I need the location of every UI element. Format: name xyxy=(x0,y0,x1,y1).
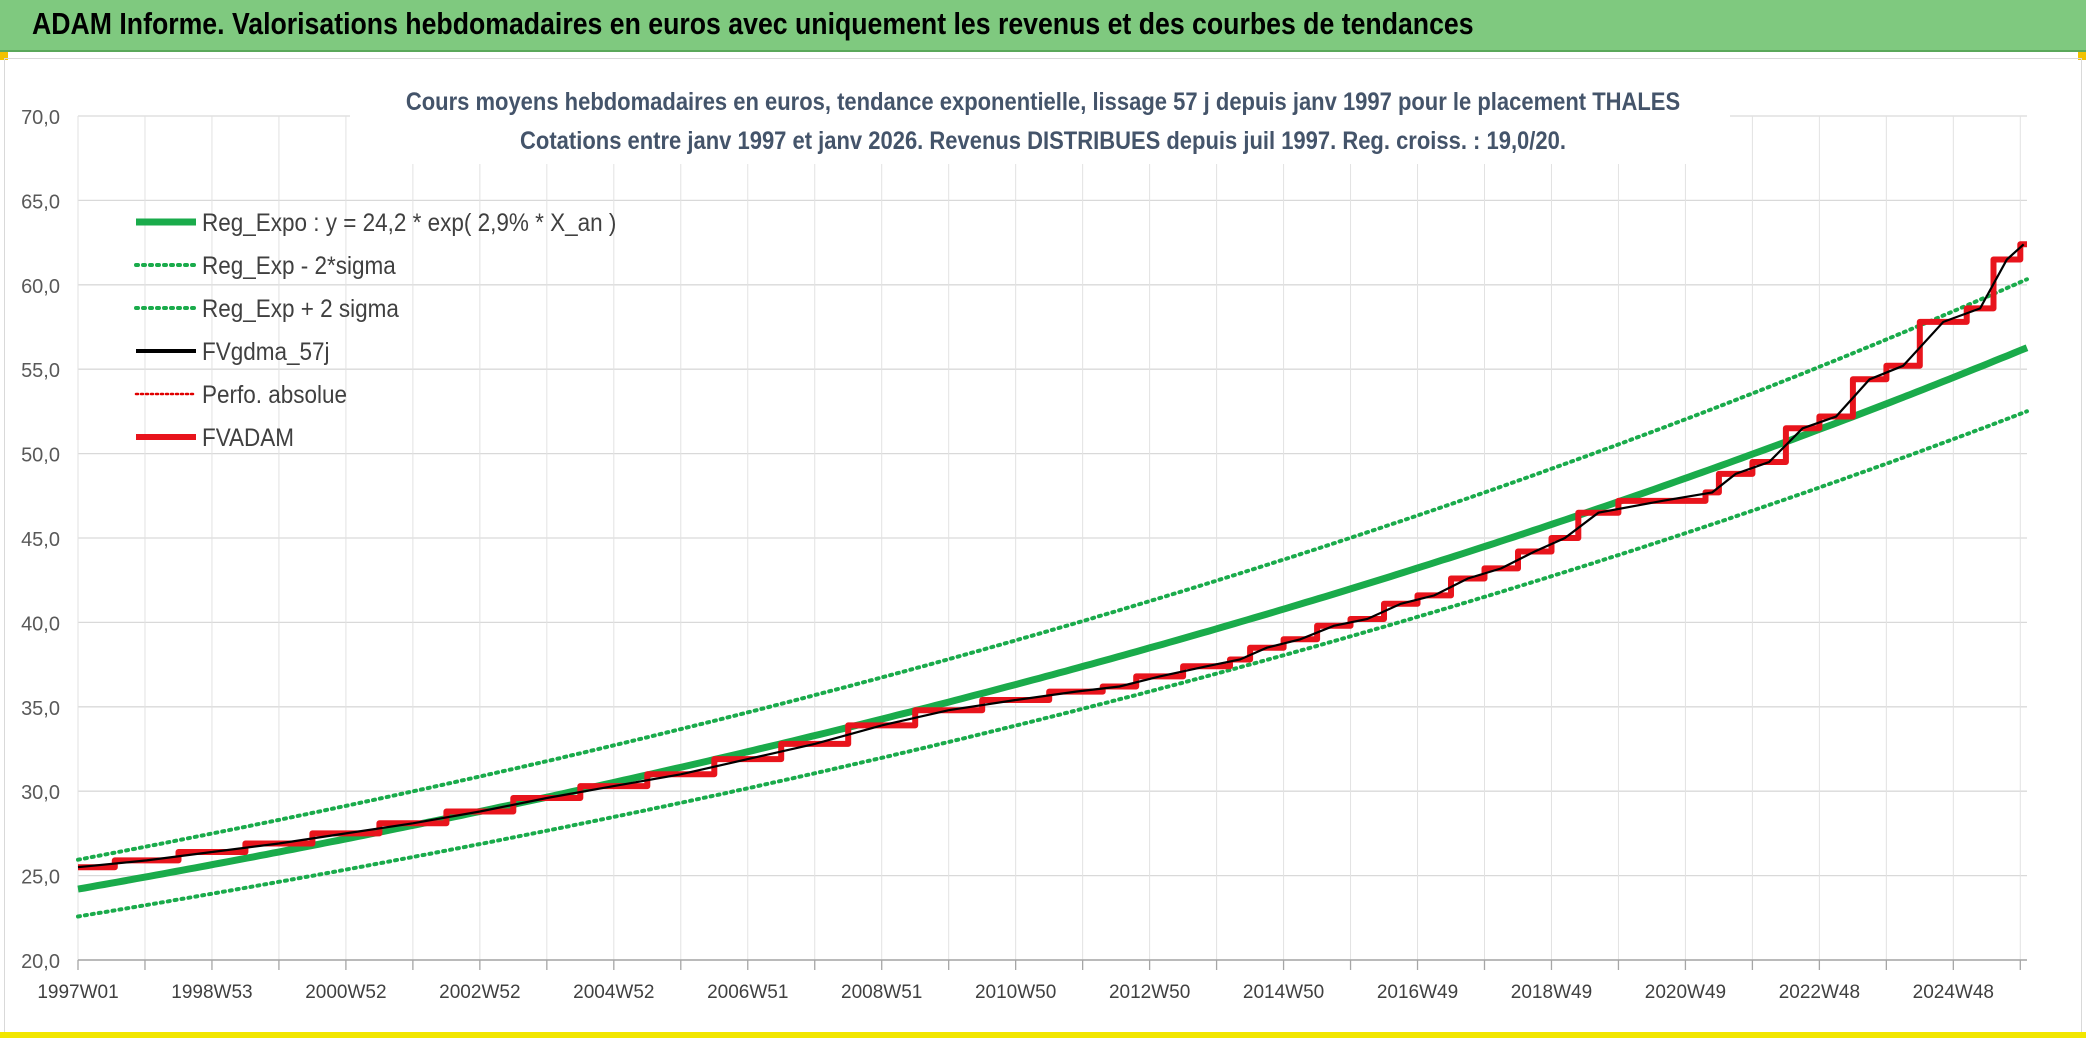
x-tick-label: 2000W52 xyxy=(305,982,386,1003)
report-title: ADAM Informe. Valorisations hebdomadaire… xyxy=(32,6,1474,41)
x-tick-label: 2024W48 xyxy=(1913,982,1994,1003)
x-tick-label: 2004W52 xyxy=(573,982,654,1003)
chart-titles: Cours moyens hebdomadaires en euros, ten… xyxy=(350,80,1730,164)
legend-label: FVgdma_57j xyxy=(202,338,329,366)
legend-label: FVADAM xyxy=(202,424,294,452)
y-tick-label: 55,0 xyxy=(21,360,60,382)
series-reg-exp-plus-2sigma xyxy=(76,277,2029,862)
series-reg-expo xyxy=(77,344,2029,893)
y-tick-label: 45,0 xyxy=(21,529,60,551)
legend-label: Perfo. absolue xyxy=(202,381,347,409)
y-tick-label: 35,0 xyxy=(21,698,60,720)
y-axis: 20,0 25,0 30,0 35,0 40,0 45,0 50,0 55,0 60,0 65,0… xyxy=(21,107,60,973)
bottom-strip xyxy=(0,1032,2086,1038)
x-tick-label: 2014W50 xyxy=(1243,982,1324,1003)
x-tick-label: 2020W49 xyxy=(1645,982,1726,1003)
chart-title: Cours moyens hebdomadaires en euros, ten… xyxy=(406,88,1680,116)
grid xyxy=(77,115,2027,961)
report-banner: ADAM Informe. Valorisations hebdomadaire… xyxy=(0,0,2086,52)
y-tick-label: 40,0 xyxy=(21,613,60,635)
y-tick-label: 20,0 xyxy=(21,951,60,973)
legend-label: Reg_Exp - 2*sigma xyxy=(202,252,396,280)
title-background xyxy=(350,80,1730,164)
x-tick-label: 1997W01 xyxy=(37,982,118,1003)
x-tick-label: 2006W51 xyxy=(707,982,788,1003)
x-tick-label: 2010W50 xyxy=(975,982,1056,1003)
y-tick-label: 70,0 xyxy=(21,107,60,129)
plot-area xyxy=(76,241,2029,919)
series-fvadam xyxy=(78,241,2027,871)
legend-label: Reg_Exp + 2 sigma xyxy=(202,295,400,323)
x-axis: 1997W01 1998W53 2000W52 2002W52 2004W52 2006W… xyxy=(37,959,2027,1003)
x-tick-label: 2012W50 xyxy=(1109,982,1190,1003)
series-fvgdma-57j xyxy=(77,243,2025,869)
legend: Reg_Expo : y = 24,2 * exp( 2,9% * X_an )… xyxy=(134,209,616,452)
y-tick-label: 50,0 xyxy=(21,445,60,467)
legend-label: Reg_Expo : y = 24,2 * exp( 2,9% * X_an ) xyxy=(202,209,616,237)
y-tick-label: 60,0 xyxy=(21,276,60,298)
chart-subtitle: Cotations entre janv 1997 et janv 2026. … xyxy=(520,127,1566,155)
x-tick-label: 2022W48 xyxy=(1779,982,1860,1003)
y-tick-label: 65,0 xyxy=(21,191,60,213)
x-tick-label: 2016W49 xyxy=(1377,982,1458,1003)
x-tick-label: 1998W53 xyxy=(171,982,252,1003)
y-tick-label: 30,0 xyxy=(21,782,60,804)
corner-marker-right xyxy=(2078,52,2086,60)
y-tick-label: 25,0 xyxy=(21,867,60,889)
x-tick-label: 2018W49 xyxy=(1511,982,1592,1003)
series-reg-exp-minus-2sigma xyxy=(76,409,2029,919)
corner-marker-left xyxy=(0,52,8,60)
x-tick-label: 2002W52 xyxy=(439,982,520,1003)
x-tick-label: 2008W51 xyxy=(841,982,922,1003)
